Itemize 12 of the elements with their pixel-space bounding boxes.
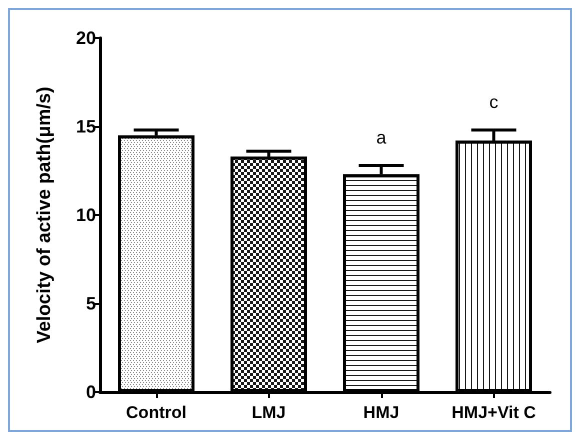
x-tick-label: Control: [126, 403, 186, 422]
y-tick-label: 15: [76, 116, 96, 136]
annotation: c: [489, 92, 498, 112]
y-tick-label: 20: [76, 28, 96, 48]
x-tick-label: HMJ+Vit C: [452, 403, 536, 422]
x-tick-label: LMJ: [252, 403, 286, 422]
y-axis-title: Velocity of active path(μm/s): [34, 86, 55, 344]
y-tick-label: 5: [86, 294, 96, 314]
y-tick-label: 0: [86, 382, 96, 402]
y-tick-label: 10: [76, 205, 96, 225]
x-tick-label: HMJ: [363, 403, 400, 422]
annotation: a: [376, 127, 388, 148]
